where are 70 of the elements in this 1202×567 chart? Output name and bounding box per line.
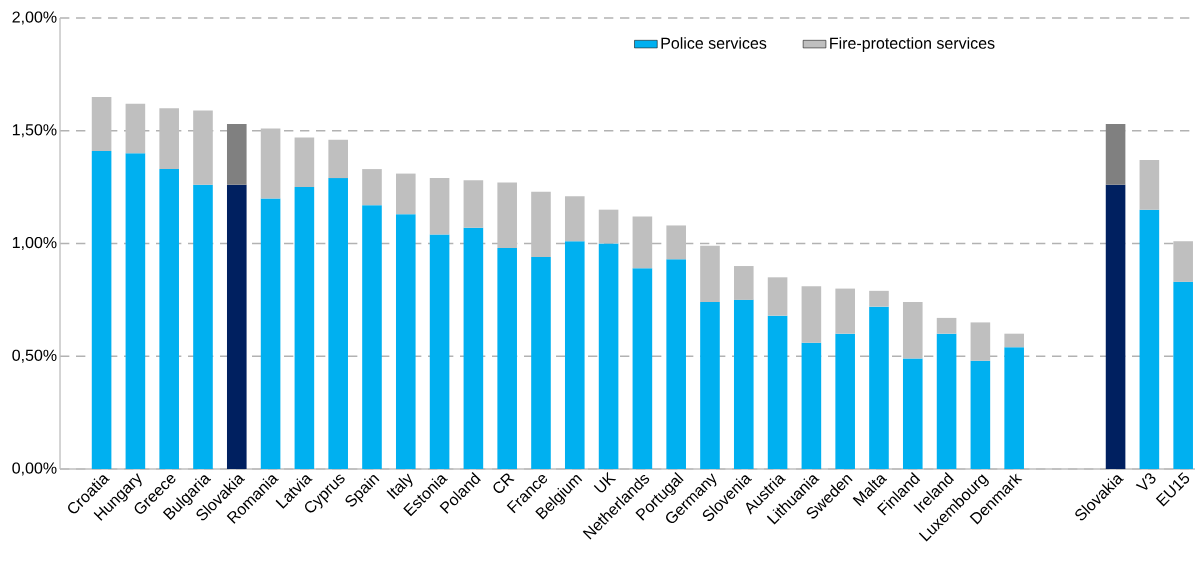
bar	[767, 315, 788, 469]
bar	[226, 184, 247, 469]
bar	[531, 257, 551, 469]
bar	[869, 290, 889, 307]
bar	[395, 214, 416, 469]
bar	[497, 182, 517, 248]
x-tick-label: V3	[1135, 473, 1156, 490]
bar	[1173, 241, 1193, 282]
y-tick-label: 1,00%	[12, 236, 57, 251]
bar	[531, 191, 551, 258]
bar	[700, 245, 720, 303]
bar	[362, 205, 382, 469]
bar	[91, 151, 112, 469]
bar	[767, 277, 788, 316]
bar	[1004, 333, 1024, 348]
bar	[1004, 347, 1024, 469]
bar	[970, 360, 991, 469]
bar	[328, 178, 348, 469]
bar	[700, 302, 720, 469]
bar	[902, 358, 923, 469]
y-tick-label: 0,50%	[12, 349, 57, 363]
bar	[970, 322, 991, 361]
bar	[666, 225, 686, 260]
bar	[1105, 184, 1126, 469]
bar	[159, 108, 179, 170]
bar	[1139, 160, 1160, 210]
y-tick-label: 0,00%	[12, 462, 57, 476]
bar	[260, 128, 281, 199]
bar	[801, 342, 822, 469]
legend-label: Fire-protection services	[830, 37, 995, 53]
bar	[429, 178, 450, 235]
bar	[1105, 123, 1126, 185]
bar	[1173, 281, 1193, 469]
bar	[869, 306, 889, 469]
bar	[835, 333, 855, 469]
bar	[497, 248, 517, 469]
bar	[835, 288, 855, 334]
bar	[1139, 209, 1160, 469]
bar	[463, 227, 484, 469]
bar	[125, 103, 146, 154]
y-tick-label: 2,00%	[12, 11, 57, 25]
bar	[125, 153, 146, 469]
bar	[463, 180, 484, 228]
bar	[260, 198, 281, 469]
y-tick-label: 1,50%	[12, 124, 57, 138]
legend-label: Police services	[661, 37, 767, 49]
bar	[429, 234, 450, 469]
bar	[632, 216, 653, 269]
bar	[666, 259, 686, 469]
bar	[902, 302, 923, 359]
bar	[362, 169, 382, 206]
bar	[564, 241, 585, 469]
bar	[395, 173, 416, 215]
bar	[159, 169, 179, 469]
bar	[91, 96, 112, 152]
bar	[598, 209, 619, 244]
bar	[193, 110, 213, 185]
bar	[733, 266, 754, 300]
bar	[328, 139, 348, 179]
bar	[598, 243, 619, 469]
bar	[564, 196, 585, 242]
bar	[936, 333, 957, 469]
bar	[936, 317, 957, 334]
bar	[801, 286, 822, 343]
bar	[294, 137, 315, 188]
bar	[226, 123, 247, 185]
bar	[733, 299, 754, 469]
bar	[632, 268, 653, 469]
bar	[294, 187, 315, 469]
bar	[193, 184, 213, 469]
